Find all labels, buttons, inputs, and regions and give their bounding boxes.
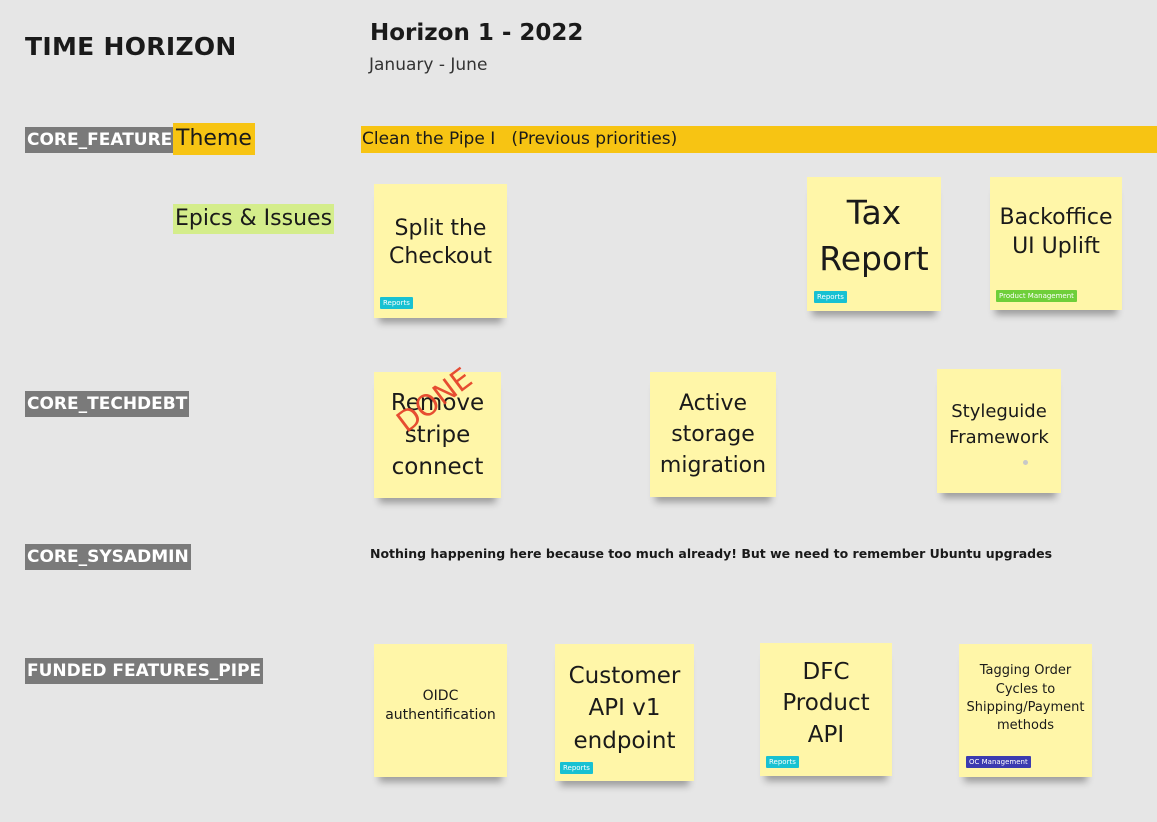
sticky-note-active-storage-migration[interactable]: Active storage migration [650, 372, 776, 497]
sticky-note-text: Tax Report [819, 192, 929, 278]
badge-oc-management[interactable]: OC Management [966, 756, 1031, 768]
sticky-note-tagging-order-cycles[interactable]: Tagging Order Cycles to Shipping/Payment… [959, 644, 1092, 777]
sticky-note-oidc-authentification[interactable]: OIDC authentification [374, 644, 507, 777]
row-label-core-feature: CORE_FEATURE [25, 127, 175, 153]
row-label-core-sysadmin: CORE_SYSADMIN [25, 544, 191, 570]
badge-product-management[interactable]: Product Management [996, 290, 1077, 302]
sticky-note-backoffice-ui-uplift[interactable]: Backoffice UI Uplift Product Management [990, 177, 1122, 310]
badge-reports[interactable]: Reports [380, 297, 413, 309]
sysadmin-note: Nothing happening here because too much … [370, 546, 1053, 561]
sticky-note-text: Split the Checkout [389, 215, 492, 269]
row-label-funded-features: FUNDED FEATURES_PIPE [25, 658, 264, 684]
dot-icon [1023, 460, 1028, 465]
sticky-note-text: Tagging Order Cycles to Shipping/Payment… [966, 663, 1085, 734]
horizon-title: Horizon 1 - 2022 [370, 20, 584, 46]
row-label-core-techdebt: CORE_TECHDEBT [25, 391, 190, 417]
sticky-note-text: Customer API v1 endpoint [568, 662, 681, 754]
theme-label: Theme [173, 123, 255, 155]
badge-reports[interactable]: Reports [814, 291, 847, 303]
sticky-note-dfc-product-api[interactable]: DFC Product API Reports [760, 643, 892, 776]
theme-bar[interactable]: Clean the Pipe I (Previous priorities) [361, 126, 1157, 153]
horizon-subtitle: January - June [369, 55, 488, 75]
sticky-note-text: Backoffice UI Uplift [999, 205, 1113, 259]
sticky-note-text: Remove stripe connect [390, 389, 485, 481]
sticky-note-text: DFC Product API [782, 659, 870, 748]
sticky-note-customer-api-v1-endpoint[interactable]: Customer API v1 endpoint Reports [555, 644, 694, 781]
sticky-note-text: Styleguide Framework [949, 400, 1049, 448]
sticky-note-styleguide-framework[interactable]: Styleguide Framework [937, 369, 1061, 493]
sticky-note-text: OIDC authentification [385, 687, 496, 723]
sticky-note-tax-report[interactable]: Tax Report Reports [807, 177, 941, 311]
sticky-note-split-checkout[interactable]: Split the Checkout Reports [374, 184, 507, 318]
page-title: TIME HORIZON [25, 32, 237, 61]
sticky-note-text: Active storage migration [659, 390, 767, 479]
badge-reports[interactable]: Reports [766, 756, 799, 768]
badge-reports[interactable]: Reports [560, 762, 593, 774]
sticky-note-remove-stripe-connect[interactable]: Remove stripe connect [374, 372, 501, 498]
epics-label: Epics & Issues [173, 204, 335, 234]
